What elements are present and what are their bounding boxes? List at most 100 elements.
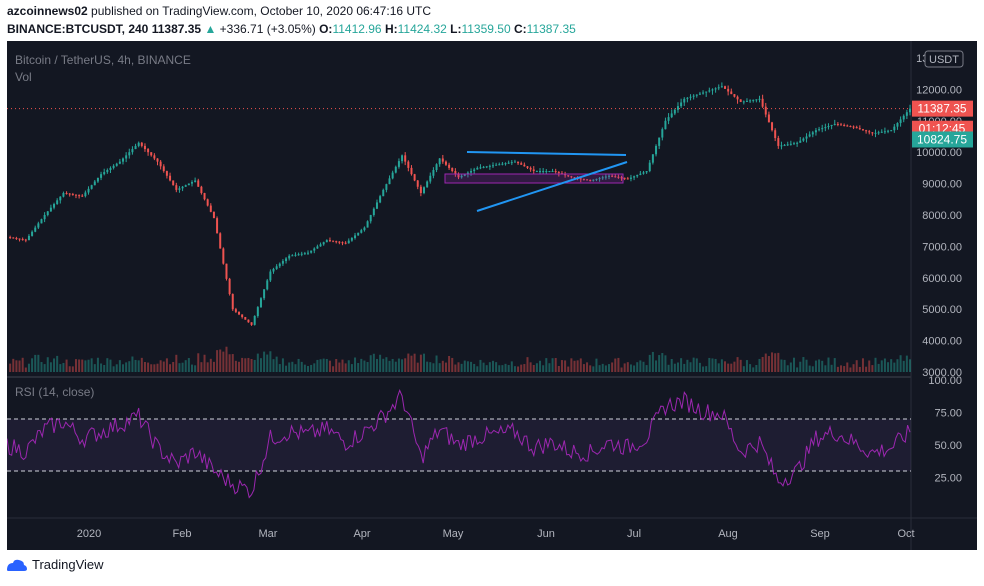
high-label: H: [384,22,398,36]
price-candle-body [676,106,679,110]
price-candle-body [877,132,880,134]
price-candle-body [532,169,535,172]
volume-bar [231,354,234,372]
price-change: +336.71 (+3.05%) [219,22,316,36]
volume-bar [604,365,607,372]
price-candle-body [43,215,46,220]
resistance-trendline[interactable] [466,151,627,156]
chart-svg[interactable]: 3000.00 4000.00 5000.00 6000.00 7000.00 8000.… [7,41,977,550]
volume-bar [542,365,545,372]
price-candle-body [162,166,165,172]
price-candle-body [664,120,667,130]
price-candle-body [498,164,501,166]
price-candle-body [463,174,466,176]
price-candle-body [212,211,215,219]
volume-bar [460,363,463,372]
volume-bar [557,365,560,372]
currency-badge[interactable] [924,50,964,68]
price-candle-body [303,253,306,255]
price-candle-body [742,101,745,103]
volume-bar [137,360,140,372]
price-candle-body [332,240,335,242]
footer-brand[interactable]: TradingView [6,557,104,572]
author-name[interactable]: azcoinnews02 [7,4,88,18]
price-candle-body [811,132,814,135]
volume-bar [840,365,843,372]
price-candle-body [623,177,626,179]
price-candle-body [633,176,636,178]
price-candle-body [457,174,460,178]
last-price-badge-text: 11387.35 [917,102,966,116]
volume-bar [570,358,573,372]
price-candle-body [203,193,206,200]
price-candle-body [143,145,146,150]
price-candle-body [228,278,231,295]
price-candle-body [868,131,871,133]
support-trendline[interactable] [476,161,628,212]
volume-bar [444,362,447,372]
price-candle-body [836,123,839,125]
price-candle-body [789,143,792,145]
price-candle-body [209,205,212,212]
volume-bar [664,355,667,372]
price-candle-body [818,129,821,131]
price-candle-body [542,171,545,173]
time-tick-label: Oct [897,528,914,540]
volume-bar [909,359,911,372]
price-candle-body [792,143,795,145]
volume-bar [313,363,316,372]
volume-bar [824,365,827,372]
volume-bar [739,359,742,372]
price-candle-body [112,165,115,168]
price-candle-body [238,311,241,315]
price-candle-body [266,280,269,290]
volume-bar [764,353,767,372]
volume-bar [401,359,404,372]
time-tick-label: Mar [259,528,278,540]
price-candle-body [394,166,397,173]
consolidation-rectangle[interactable] [444,173,624,184]
volume-bar [899,355,902,372]
price-candle-body [15,238,18,240]
price-candle-body [495,164,498,166]
price-candle-body [388,178,391,185]
volume-bar [372,353,375,372]
rsi-tick-label: 75.00 [934,408,962,420]
price-candle-body [821,128,824,130]
volume-bar [796,367,799,372]
volume-bar [325,358,328,372]
price-candle-body [147,149,150,153]
price-candle-body [629,177,632,179]
price-candle-body [714,88,717,90]
price-candle-body [341,242,344,244]
price-candle-body [413,174,416,181]
volume-bar [209,358,212,372]
volume-bar [18,360,21,372]
price-candle-body [288,255,291,259]
currency-label: USDT [929,54,959,66]
volume-bar [350,364,353,372]
low-value: 11359.50 [461,22,511,36]
volume-bar [498,365,501,372]
price-candle-body [752,99,755,101]
price-candle-body [53,204,56,208]
volume-bar [507,365,510,372]
volume-bar [263,351,266,372]
rsi-tick-label: 25.00 [934,473,962,485]
price-candle-body [21,239,24,241]
volume-bar [266,354,269,372]
price-candle-body [670,113,673,118]
volume-bar [626,362,629,372]
volume-bar [554,358,557,372]
volume-bar [413,353,416,372]
price-candle-body [310,250,313,253]
price-candle-body [382,189,385,197]
volume-bar [495,362,498,372]
price-candle-body [125,155,128,159]
volume-bar [808,365,811,372]
price-candle-body [899,119,902,124]
volume-bar [868,360,871,372]
chart-area[interactable]: 3000.00 4000.00 5000.00 6000.00 7000.00 8000.… [7,41,977,550]
volume-bar [476,366,479,372]
volume-bar [307,366,309,372]
